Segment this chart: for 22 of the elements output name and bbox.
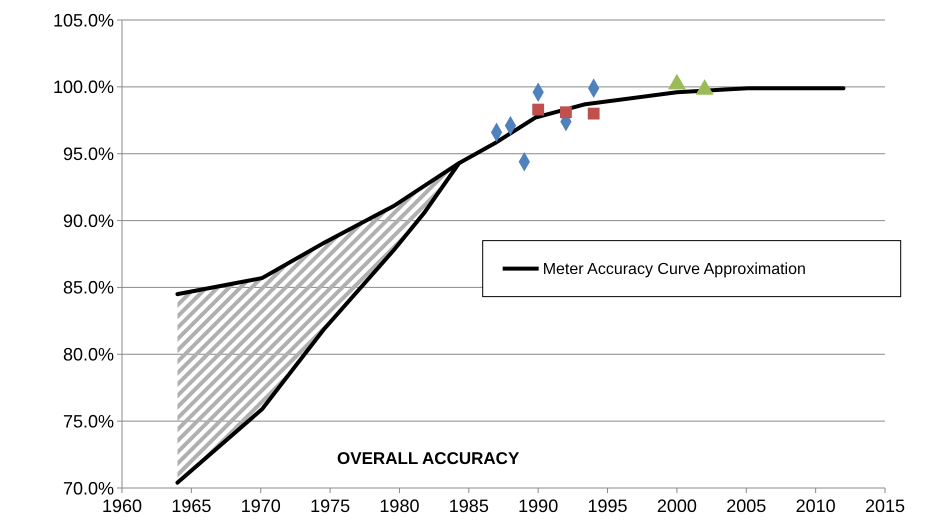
x-tick-label: 1985 [448,496,489,516]
x-tick-label: 1980 [379,496,420,516]
x-tick-label: 1990 [518,496,558,516]
x-tick-label: 1995 [588,496,628,516]
x-tick-label: 1970 [240,496,281,516]
annotation: OVERALL ACCURACY [337,448,520,468]
y-tick-label: 95.0% [62,144,114,164]
x-tick-label: 2000 [656,496,697,516]
y-tick-label: 105.0% [52,10,114,30]
x-tick-label: 2015 [864,496,906,516]
y-tick-label: 85.0% [62,278,114,298]
y-tick-label: 100.0% [52,77,114,98]
x-tick-label: 1975 [310,496,350,516]
y-tick-label: 80.0% [62,344,114,365]
y-tick-label: 75.0% [62,411,114,432]
x-tick-label: 1965 [171,496,212,516]
legend-label: Meter Accuracy Curve Approximation [542,261,806,278]
y-tick-label: 90.0% [62,210,114,231]
x-tick-label: 2005 [726,496,766,516]
x-tick-label: 1960 [102,496,142,516]
x-tick-label: 2010 [796,496,836,516]
y-tick-label: 70.0% [62,478,114,498]
